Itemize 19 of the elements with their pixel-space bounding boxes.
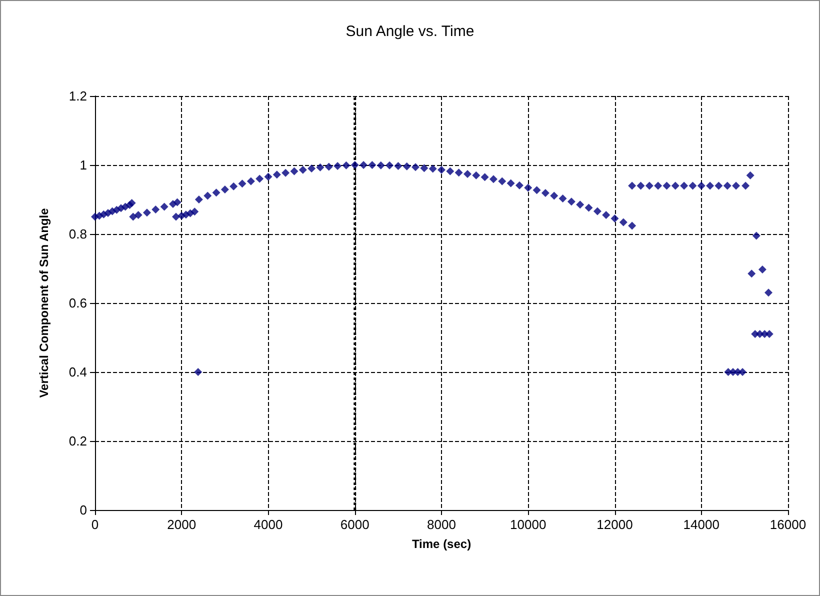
x-tick-label: 8000 <box>427 517 456 532</box>
y-tick-label: 0.2 <box>68 434 87 448</box>
chart-title: Sun Angle vs. Time <box>346 23 474 40</box>
y-tick-label: 0.4 <box>68 364 87 380</box>
x-axis-title: Time (sec) <box>412 537 472 551</box>
x-tick-label: 4000 <box>254 517 283 532</box>
x-tick-label: 2000 <box>167 517 196 532</box>
x-tick-label: 6000 <box>340 517 370 532</box>
y-tick-label: 1.2 <box>68 88 87 104</box>
y-axis-title: Vertical Component of Sun Angle <box>37 208 51 398</box>
y-tick-label: 0.8 <box>68 226 87 242</box>
y-tick-label: 0 <box>80 502 87 518</box>
y-tick-label: 0.6 <box>68 296 87 310</box>
x-tick-label: 14000 <box>683 517 720 532</box>
y-tick-label: 1 <box>80 158 87 172</box>
x-tick-label: 16000 <box>770 517 806 532</box>
x-tick-label: 12000 <box>596 517 633 532</box>
x-tick-label: 10000 <box>510 517 546 532</box>
x-tick-label: 0 <box>91 517 99 532</box>
